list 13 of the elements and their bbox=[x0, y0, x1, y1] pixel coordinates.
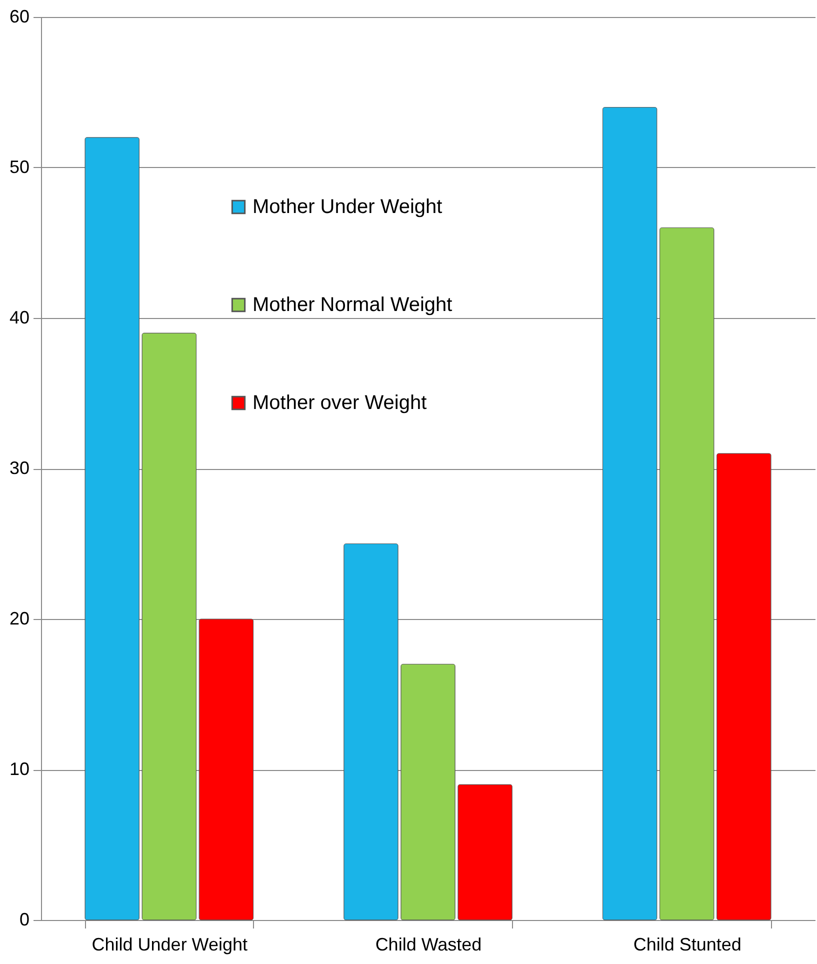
y-tick-label: 50 bbox=[9, 157, 30, 177]
y-tick-label: 0 bbox=[19, 910, 30, 930]
y-tick-label: 20 bbox=[9, 608, 30, 628]
y-tick-label: 30 bbox=[9, 458, 30, 478]
y-tick-label: 10 bbox=[9, 759, 30, 779]
legend-label: Mother Under Weight bbox=[252, 196, 443, 218]
x-tick-label: Child Under Weight bbox=[92, 934, 248, 954]
y-tick-label: 40 bbox=[9, 308, 30, 328]
x-tick-label: Child Wasted bbox=[375, 934, 482, 954]
legend-label: Mother over Weight bbox=[252, 392, 428, 414]
y-tick-label: 60 bbox=[9, 6, 30, 26]
legend-label: Mother Normal Weight bbox=[252, 294, 453, 316]
x-tick-label: Child Stunted bbox=[633, 934, 742, 954]
